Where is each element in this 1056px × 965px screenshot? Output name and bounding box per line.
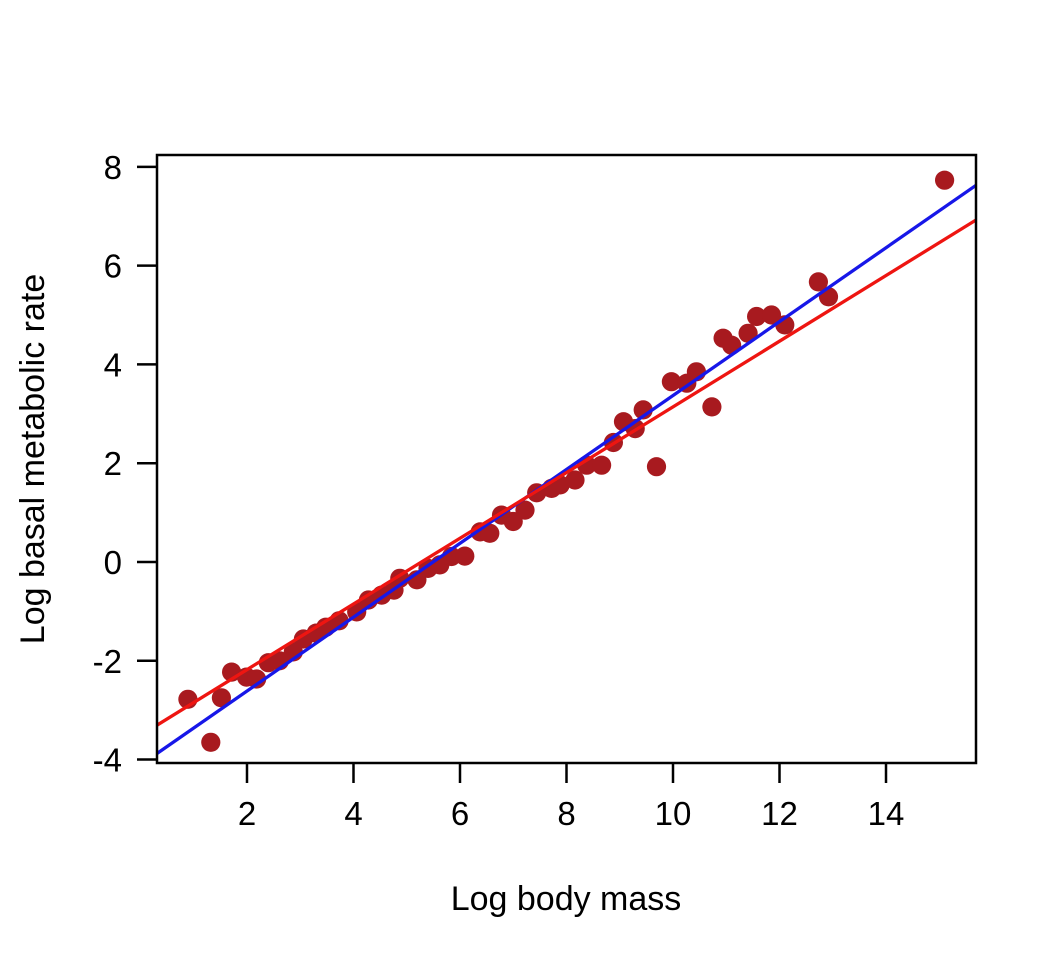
scatter-point <box>702 397 722 417</box>
y-axis-tick-label: 8 <box>104 149 122 186</box>
scatter-point <box>761 305 782 325</box>
y-axis-tick-label: 6 <box>104 248 122 285</box>
scatter-point <box>515 500 535 520</box>
y-axis-tick-label: -2 <box>93 643 122 680</box>
plot-frame <box>155 153 978 765</box>
scatter-point <box>503 511 523 532</box>
scatter-point <box>565 470 585 490</box>
x-axis-tick-label: 6 <box>451 795 469 832</box>
scatter-point <box>480 523 500 543</box>
scatter-points-layer <box>178 170 955 752</box>
x-axis-tick-label: 8 <box>557 795 575 832</box>
y-axis-title: Log basal metabolic rate <box>14 274 52 644</box>
x-axis-tick-label: 12 <box>761 795 798 832</box>
y-axis-tick-label: 4 <box>104 346 122 383</box>
scatter-point <box>455 546 475 566</box>
x-axis-tick-label: 10 <box>655 795 692 832</box>
y-axis-tick-label: 2 <box>104 445 122 482</box>
fitted-line-red <box>156 218 977 727</box>
scatter-point <box>201 732 221 752</box>
scatter-point <box>211 688 231 708</box>
x-axis-tick-label: 2 <box>238 795 256 832</box>
fitted-lines-layer <box>156 183 977 755</box>
scatter-point <box>646 457 667 477</box>
fitted-line-blue <box>156 183 977 755</box>
scatter-point <box>808 272 829 292</box>
scatter-point <box>818 287 839 307</box>
scatter-point <box>747 306 767 327</box>
x-axis-tick-label: 4 <box>344 795 362 832</box>
scatter-point <box>935 170 955 190</box>
axes-layer: 2 4 6 8 10 12 14 -4 -2 0 2 4 6 8 <box>93 149 905 832</box>
scatter-point <box>592 455 612 475</box>
y-axis-tick-label: 0 <box>104 544 122 581</box>
scatter-point <box>661 372 682 392</box>
x-axis-tick-label: 14 <box>868 795 905 832</box>
y-axis-tick-label: -4 <box>93 742 122 779</box>
x-axis-title: Log body mass <box>451 880 682 918</box>
scatter-point <box>247 669 267 689</box>
